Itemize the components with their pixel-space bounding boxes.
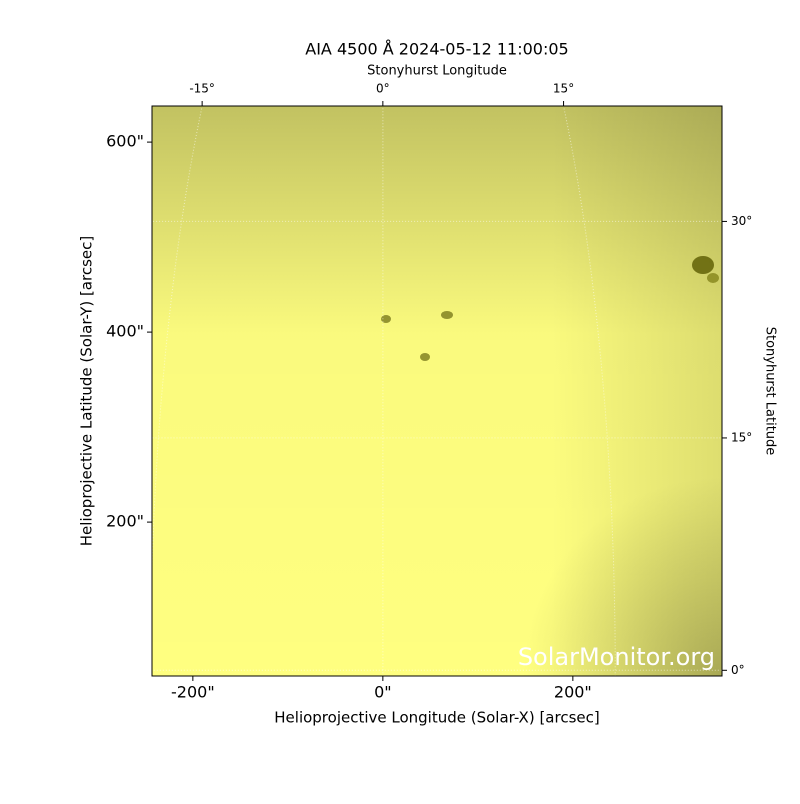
chart-title: AIA 4500 Å 2024-05-12 11:00:05: [305, 40, 568, 59]
x2-tick-label: 0°: [376, 82, 390, 96]
sunspot: [420, 353, 430, 361]
sunspot: [441, 311, 453, 319]
y-label: Helioprojective Latitude (Solar-Y) [arcs…: [78, 236, 96, 546]
y-tick-label: 600": [106, 132, 144, 151]
y2-label: Stonyhurst Latitude: [763, 327, 778, 456]
y2-tick-label: 30°: [731, 214, 752, 228]
x-label: Helioprojective Longitude (Solar-X) [arc…: [274, 709, 599, 727]
sunspot: [707, 273, 719, 283]
frame: [151, 105, 723, 677]
watermark: SolarMonitor.org: [518, 643, 715, 671]
x2-tick-label: -15°: [189, 82, 215, 96]
sunspot: [381, 315, 391, 323]
x-tick-label: 0": [374, 683, 392, 702]
shade: [152, 106, 722, 676]
x-tick-label: -200": [171, 683, 215, 702]
y-tick-label: 200": [106, 512, 144, 531]
y2-tick-label: 15°: [731, 430, 752, 444]
sunspot: [692, 256, 714, 274]
y-tick-label: 400": [106, 322, 144, 341]
y2-tick-label: 0°: [731, 663, 745, 677]
x2-label: Stonyhurst Longitude: [367, 64, 507, 79]
x-tick-label: 200": [554, 683, 592, 702]
x2-tick-label: 15°: [553, 82, 574, 96]
